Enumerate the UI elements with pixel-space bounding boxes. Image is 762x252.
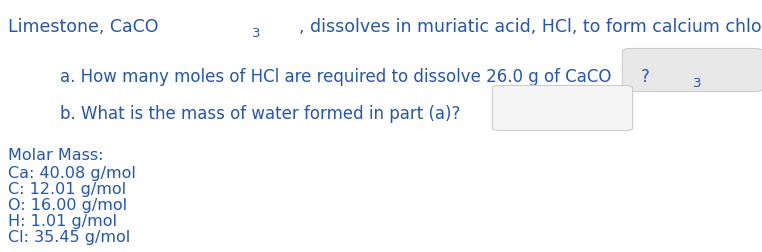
Text: Cl: 35.45 g/mol: Cl: 35.45 g/mol <box>8 229 130 244</box>
Text: , dissolves in muriatic acid, HCl, to form calcium chloride, carbon dioxide, and: , dissolves in muriatic acid, HCl, to fo… <box>299 18 762 36</box>
Text: Molar Mass:: Molar Mass: <box>8 147 104 162</box>
Text: 3: 3 <box>693 77 702 89</box>
Text: O: 16.00 g/mol: O: 16.00 g/mol <box>8 197 127 212</box>
Text: Limestone, CaCO: Limestone, CaCO <box>8 18 158 36</box>
Text: Ca: 40.08 g/mol: Ca: 40.08 g/mol <box>8 165 136 180</box>
Text: C: 12.01 g/mol: C: 12.01 g/mol <box>8 181 126 196</box>
Text: H: 1.01 g/mol: H: 1.01 g/mol <box>8 213 117 228</box>
FancyBboxPatch shape <box>492 86 632 131</box>
FancyBboxPatch shape <box>623 49 762 92</box>
Text: 3: 3 <box>252 27 261 40</box>
Text: ?: ? <box>641 68 650 86</box>
Text: b. What is the mass of water formed in part (a)?: b. What is the mass of water formed in p… <box>60 105 460 122</box>
Text: a. How many moles of HCl are required to dissolve 26.0 g of CaCO: a. How many moles of HCl are required to… <box>60 68 611 86</box>
